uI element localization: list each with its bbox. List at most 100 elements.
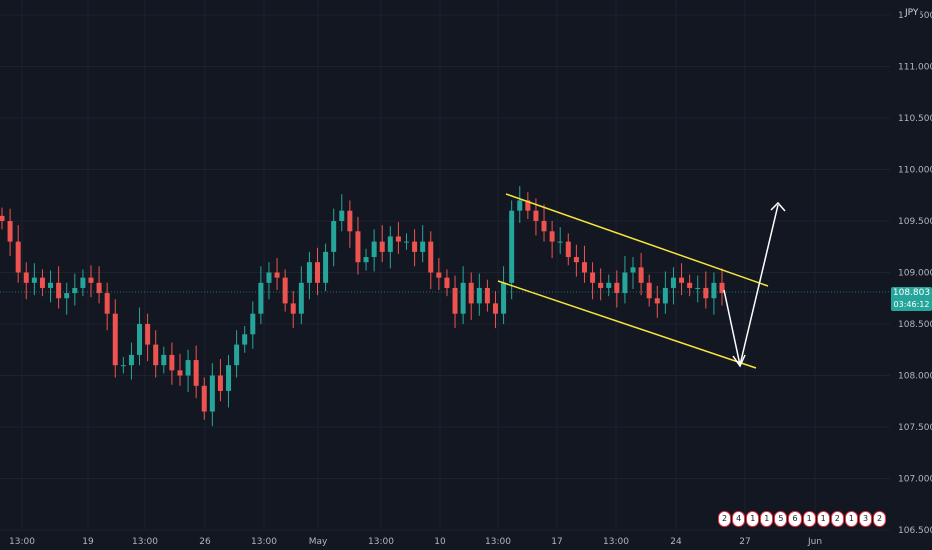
candle-body: [492, 303, 498, 314]
channel-lower-line[interactable]: [497, 280, 757, 369]
candle-body: [638, 267, 644, 283]
candle-body: [31, 277, 37, 283]
x-tick-label: 13:00: [368, 537, 394, 547]
event-badge[interactable]: 1: [760, 511, 774, 527]
y-tick-label: 111.000: [898, 63, 932, 73]
candle-body: [234, 344, 240, 366]
candle-body: [145, 324, 151, 345]
y-tick-label: 109.000: [898, 269, 932, 279]
candle-body: [517, 200, 523, 211]
y-tick-label: 110.500: [898, 114, 932, 124]
candle-body: [128, 354, 134, 366]
drawings-layer[interactable]: [497, 193, 786, 369]
candle-body: [452, 287, 458, 314]
channel-upper-line[interactable]: [505, 193, 769, 287]
event-badge[interactable]: 2: [830, 511, 844, 527]
candle-body: [387, 236, 393, 252]
x-tick-label: 13:00: [251, 537, 277, 547]
projection-arrow-path[interactable]: [723, 204, 779, 366]
candle-body: [242, 334, 248, 345]
candle-body: [662, 287, 668, 304]
candle-body: [509, 210, 515, 283]
y-tick-label: 107.500: [898, 423, 932, 433]
y-tick-label: 108.000: [898, 372, 932, 382]
candle-body: [687, 282, 693, 288]
candle-body: [363, 257, 369, 263]
candle-body: [0, 215, 5, 221]
candle-body: [323, 251, 329, 283]
candle-body: [444, 277, 450, 288]
candle-body: [48, 282, 54, 288]
candle-body: [112, 313, 118, 366]
candle-body: [298, 282, 304, 314]
candle-body: [290, 303, 296, 314]
candle-body: [177, 370, 183, 376]
candle-body: [436, 272, 442, 278]
arrow-head-down-icon: [732, 354, 746, 368]
candle-body: [72, 287, 78, 294]
candle-body: [630, 267, 636, 273]
candle-body: [533, 210, 539, 221]
candle-body: [711, 282, 717, 299]
event-badge[interactable]: 1: [746, 511, 760, 527]
candle-body: [590, 272, 596, 283]
y-tick-label: 107.000: [898, 475, 932, 485]
candle-body: [501, 282, 507, 314]
candle-body: [250, 313, 256, 335]
candle-body: [428, 241, 434, 273]
candle-body: [185, 360, 191, 376]
x-tick-label: May: [309, 537, 328, 547]
x-tick-label: Jun: [807, 537, 822, 547]
event-badge[interactable]: 1: [802, 511, 816, 527]
candle-body: [614, 282, 620, 294]
candle-body: [646, 282, 652, 299]
event-badge[interactable]: 5: [774, 511, 788, 527]
candle-body: [347, 210, 353, 232]
candle-body: [654, 298, 660, 304]
candle-body: [557, 241, 563, 243]
x-tick-label: 24: [670, 537, 682, 547]
time-axis[interactable]: 13:00 19 13:00 26 13:00 May 13:00 10 13:00 17 13:0…: [9, 537, 822, 547]
x-tick-label: 27: [739, 537, 750, 547]
candle-body: [258, 282, 264, 314]
candle-body: [460, 282, 466, 314]
event-badge[interactable]: 6: [788, 511, 802, 527]
x-tick-label: 10: [434, 537, 446, 547]
y-tick-label: 106.500: [898, 526, 932, 536]
event-badge[interactable]: 1: [816, 511, 830, 527]
candle-body: [153, 344, 159, 366]
candle-body: [39, 277, 45, 288]
x-tick-label: 19: [82, 537, 94, 547]
candle-body: [565, 241, 571, 258]
event-badge[interactable]: 2: [718, 511, 732, 527]
candle-body: [23, 272, 29, 283]
x-tick-label: 17: [551, 537, 562, 547]
x-tick-label: 13:00: [603, 537, 629, 547]
candle-body: [395, 236, 401, 242]
candle-body: [468, 282, 474, 304]
candle-body: [379, 241, 385, 252]
candle-body: [355, 231, 361, 263]
x-tick-label: 26: [199, 537, 211, 547]
y-tick-label: 108.500: [898, 320, 932, 330]
candle-body: [403, 241, 409, 243]
candle-body: [695, 287, 701, 289]
candle-body: [420, 241, 426, 252]
candle-body: [201, 385, 207, 412]
price-axis[interactable]: 111.500111.000110.500110.000109.500109.0…: [898, 11, 932, 536]
candle-body: [549, 231, 555, 242]
event-badge[interactable]: 2: [873, 511, 887, 527]
candle-body: [169, 354, 175, 371]
event-badge[interactable]: 3: [858, 511, 873, 527]
candle-body: [622, 272, 628, 294]
candle-body: [226, 365, 232, 391]
candle-body: [679, 277, 685, 283]
candle-body: [88, 277, 94, 283]
x-tick-label: 13:00: [132, 537, 158, 547]
candle-body: [56, 282, 62, 299]
event-badge[interactable]: 1: [844, 511, 858, 527]
event-badge[interactable]: 4: [732, 511, 746, 527]
y-tick-label: 110.000: [898, 166, 932, 176]
